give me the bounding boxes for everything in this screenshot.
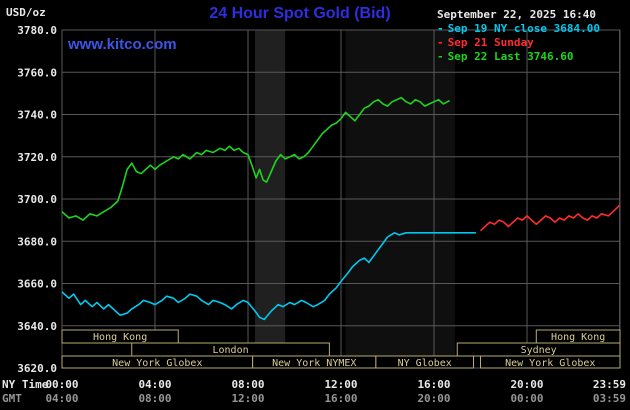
session-label: Hong Kong [551,332,605,343]
series-sep-19-ny-close [61,232,476,321]
x-tick-label: 08:00 [138,392,171,405]
y-tick-label: 3680.0 [17,235,57,248]
y-tick-label: 3620.0 [17,362,57,375]
session-label: Hong Kong [93,332,147,343]
series-sep-22-last [61,96,450,221]
session-label: NY Globex [398,358,452,369]
y-tick-label: 3660.0 [17,278,57,291]
x-tick-label: 23:59 [593,378,626,391]
x-tick-label: 16:00 [324,392,357,405]
legend-item-sep19: - Sep 19 NY close 3684.00 [437,22,625,36]
x-tick-label: 12:00 [231,392,264,405]
legend-item-sep22: - Sep 22 Last 3746.60 [437,50,625,64]
legend-item-sep21: - Sep 21 Sunday [437,36,625,50]
session-box [375,355,475,369]
kitco-watermark-link[interactable]: www.kitco.com [68,36,177,53]
x-tick-label: 03:59 [593,392,626,405]
y-tick-label: 3700.0 [17,193,57,206]
session-box [480,355,621,369]
axis-row-name: NY Time [2,378,49,391]
chart-title: 24 Hour Spot Gold (Bid) [209,5,391,22]
y-tick-label: 3740.0 [17,109,57,122]
y-tick-label: 3720.0 [17,151,57,164]
x-tick-label: 00:00 [45,378,78,391]
session-box [61,329,179,344]
legend-label: Sep 21 Sunday [447,36,534,49]
legend-label: Sep 19 NY close 3684.00 [447,22,600,35]
x-tick-label: 12:00 [324,378,357,391]
legend-marker: - [437,22,444,35]
x-tick-label: 04:00 [138,378,171,391]
session-label: New York Globex [505,358,595,369]
x-tick-label: 08:00 [231,378,264,391]
x-tick-label: 20:00 [417,392,450,405]
y-tick-label: 3780.0 [17,24,57,37]
session-label: New York NYMEX [272,358,356,369]
axis-row-name: GMT [2,392,22,405]
x-tick-label: 04:00 [45,392,78,405]
session-label: Sydney [521,345,557,356]
y-tick-label: 3640.0 [17,320,57,333]
chart-datetime: September 22, 2025 16:40 [437,8,596,21]
legend: September 22, 2025 16:40 - Sep 19 NY clos… [437,8,625,64]
y-axis-unit: USD/oz [6,6,46,19]
series-sep-21-sunday [479,204,621,232]
x-tick-label: 20:00 [510,378,543,391]
x-tick-label: 00:00 [510,392,543,405]
legend-marker: - [437,36,444,49]
y-tick-label: 3760.0 [17,66,57,79]
legend-label: Sep 22 Last 3746.60 [447,50,574,63]
x-tick-label: 16:00 [417,378,450,391]
session-label: London [213,345,249,356]
session-label: New York Globex [112,358,202,369]
legend-marker: - [437,50,444,63]
